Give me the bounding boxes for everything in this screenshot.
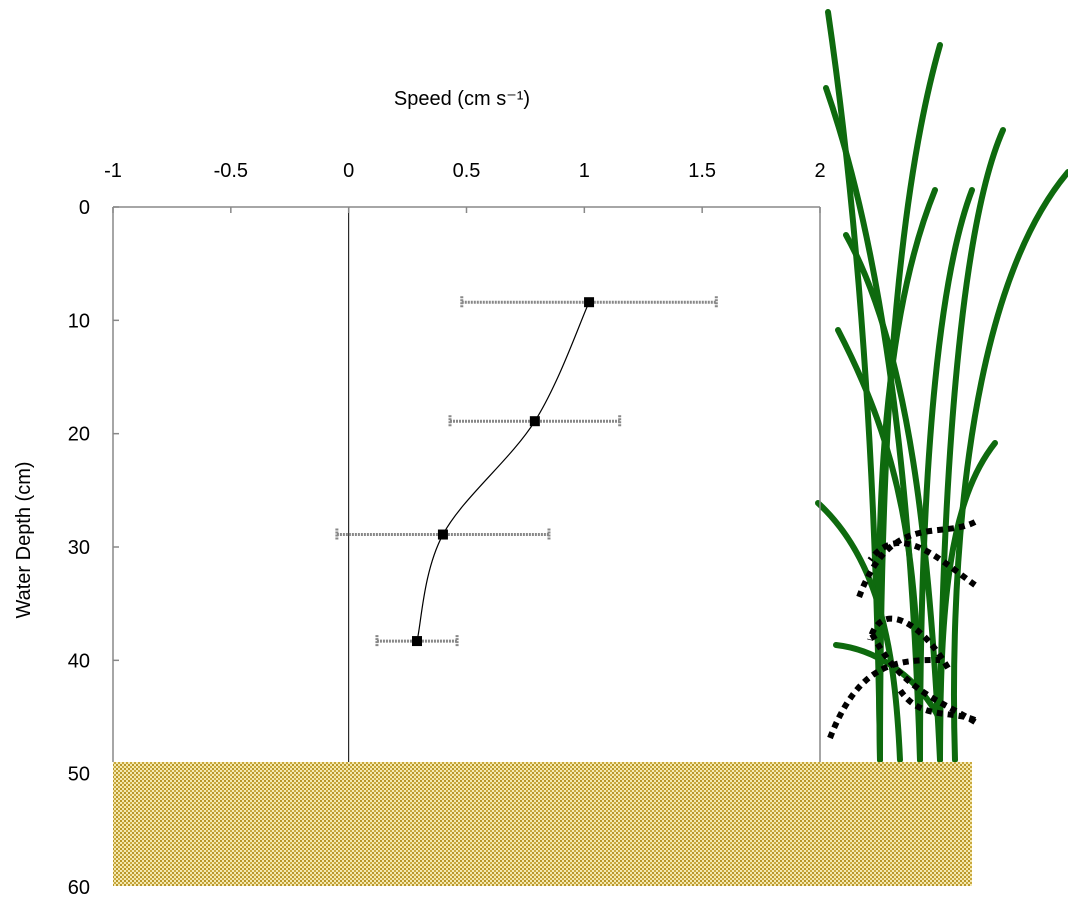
x-tick-label: 0.5 xyxy=(453,160,481,182)
marker xyxy=(529,416,540,427)
x-tick-label: 2 xyxy=(814,160,825,182)
y-tick-label: 10 xyxy=(68,310,90,332)
plants xyxy=(815,9,1068,763)
y-tick-label: 40 xyxy=(68,650,90,672)
roots xyxy=(827,519,977,740)
x-tick-label: 1.5 xyxy=(688,160,716,182)
y-tick-label: 20 xyxy=(68,424,90,446)
y-tick-label: 50 xyxy=(68,764,90,786)
series-line xyxy=(416,301,590,642)
x-tick-label: 1 xyxy=(579,160,590,182)
marker xyxy=(412,636,423,647)
x-tick-label: -1 xyxy=(104,160,122,182)
marker xyxy=(437,529,448,540)
y-tick-label: 60 xyxy=(68,877,90,899)
x-tick-label: -0.5 xyxy=(214,160,248,182)
marker xyxy=(584,297,595,308)
y-tick-label: 0 xyxy=(79,197,90,219)
sediment xyxy=(113,762,972,886)
y-axis-label: Water Depth (cm) xyxy=(13,461,35,618)
y-tick-label: 30 xyxy=(68,537,90,559)
x-tick-label: 0 xyxy=(343,160,354,182)
x-axis-label: Speed (cm s⁻¹) xyxy=(394,88,530,110)
